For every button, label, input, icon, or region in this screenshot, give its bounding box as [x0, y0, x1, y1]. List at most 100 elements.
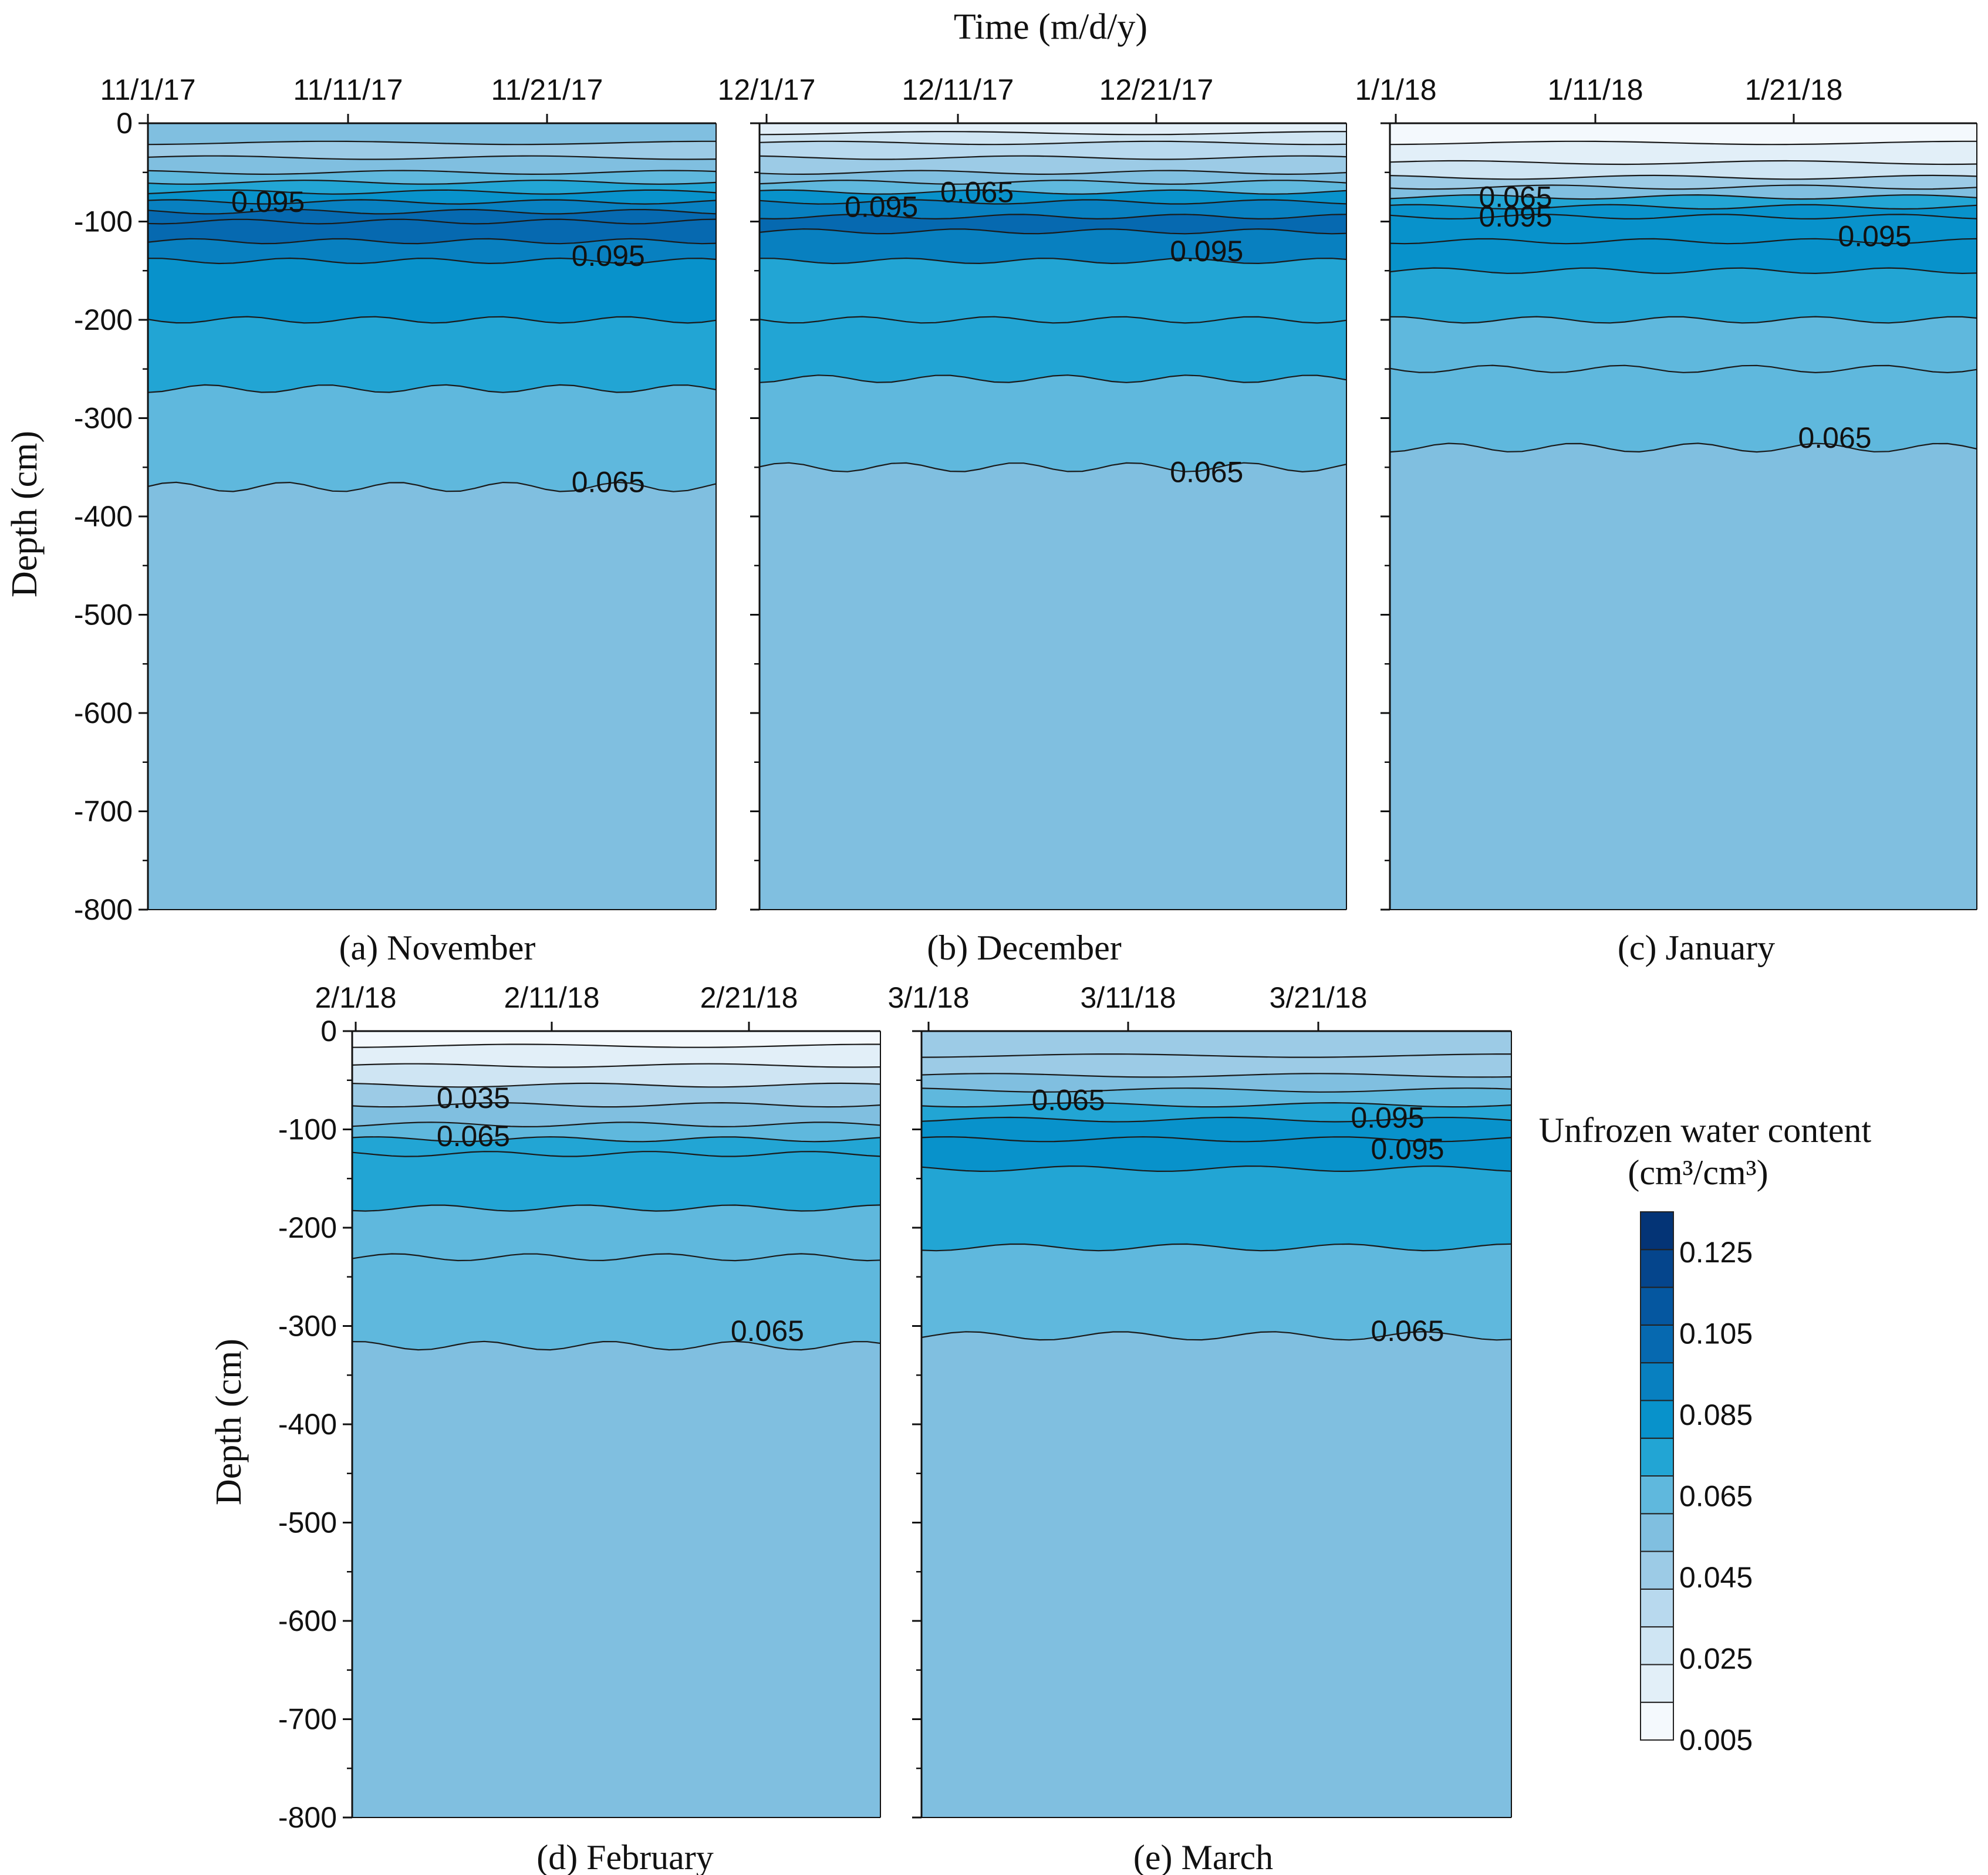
depth-axis-title-bottom: Depth (cm) — [209, 1339, 249, 1505]
y-tick-label: -600 — [278, 1604, 337, 1637]
contour-band — [922, 1073, 1511, 1092]
contour-band — [760, 316, 1346, 383]
contour-label: 0.065 — [1479, 181, 1552, 214]
colorbar-tick-label: 0.025 — [1679, 1643, 1753, 1675]
depth-axis-title-top: Depth (cm) — [5, 431, 45, 597]
contour-label: 0.065 — [572, 465, 645, 498]
x-tick-label: 12/21/17 — [1099, 73, 1214, 106]
x-tick-label: 12/1/17 — [718, 73, 816, 106]
colorbar-swatch — [1640, 1588, 1674, 1628]
y-tick-label: -300 — [74, 402, 133, 435]
contour-band — [352, 1254, 880, 1350]
contour-band — [1390, 141, 1977, 164]
contour-line — [760, 374, 1346, 383]
contour-label: 0.095 — [1838, 220, 1911, 253]
contour-line — [352, 1253, 880, 1262]
contour-band — [1390, 204, 1977, 219]
colorbar-swatch — [1640, 1437, 1674, 1477]
y-tick-label: -200 — [278, 1211, 337, 1244]
contour-band — [148, 384, 716, 492]
contour-band — [352, 1205, 880, 1261]
x-tick-label: 1/11/18 — [1547, 73, 1643, 106]
contour-band — [352, 1083, 880, 1107]
contour-label: 0.095 — [1479, 200, 1552, 233]
contour-line — [352, 1151, 880, 1157]
contour-band — [922, 1031, 1511, 1058]
panel-4: 0 -100 -200 -300 -400 -500 -600 -700 -800 2/1/18 2… — [278, 981, 881, 1875]
contour-band — [1390, 185, 1977, 200]
x-tick-label: 2/21/18 — [700, 981, 798, 1014]
contour-line — [148, 199, 716, 205]
contour-line — [922, 1116, 1511, 1123]
contour-line — [148, 180, 716, 185]
contour-band — [760, 375, 1346, 472]
x-tick-label: 3/11/18 — [1080, 981, 1176, 1014]
contour-band — [352, 1341, 880, 1817]
panel-plot-area — [760, 123, 1346, 910]
contour-line — [352, 1043, 880, 1048]
colorbar-tick-label: 0.065 — [1679, 1480, 1753, 1513]
contour-label: 0.065 — [437, 1120, 510, 1153]
colorbar-swatch — [1640, 1513, 1674, 1552]
contour-band — [760, 170, 1346, 184]
contour-line — [352, 1082, 880, 1088]
contour-line — [148, 218, 716, 225]
contour-band — [760, 462, 1346, 910]
contour-band — [148, 123, 716, 145]
contour-band — [352, 1137, 880, 1157]
contour-line — [760, 180, 1346, 185]
contour-line — [760, 228, 1346, 235]
y-tick-label: -100 — [278, 1113, 337, 1146]
contour-line — [922, 1102, 1511, 1108]
contour-line — [760, 214, 1346, 220]
contour-line — [148, 257, 716, 265]
contour-band — [760, 200, 1346, 219]
colorbar-title-line2: (cm³/cm³) — [1628, 1153, 1768, 1192]
contour-label: 0.065 — [1031, 1083, 1105, 1116]
panel-3: 1/1/18 1/11/18 1/21/180.0650.0950.0950.065… — [1355, 73, 1977, 967]
contour-line — [148, 481, 716, 492]
contour-band — [922, 1088, 1511, 1107]
contour-line — [760, 316, 1346, 324]
contour-band — [1390, 214, 1977, 244]
contour-band — [1390, 365, 1977, 452]
contour-band — [148, 210, 716, 224]
contour-line — [760, 462, 1346, 473]
contour-line — [148, 208, 716, 215]
contour-band — [1390, 316, 1977, 373]
panel-caption: (b) December — [927, 928, 1121, 967]
colorbar-swatch — [1640, 1550, 1674, 1590]
y-tick-label: -300 — [278, 1310, 337, 1343]
contour-band — [1390, 238, 1977, 273]
contour-band — [148, 258, 716, 323]
colorbar: 0.125 0.105 0.085 0.065 0.045 0.025 0.005 — [1640, 1211, 1753, 1756]
panel-caption: (e) March — [1133, 1838, 1273, 1875]
colorbar-swatch — [1640, 1211, 1674, 1251]
contour-label: 0.095 — [1371, 1133, 1444, 1165]
contour-line — [1390, 174, 1977, 180]
contour-line — [760, 140, 1346, 146]
y-tick-label: -400 — [278, 1408, 337, 1441]
contour-band — [148, 482, 716, 910]
panel-plot-area — [1390, 123, 1977, 910]
contour-line — [1390, 267, 1977, 275]
contour-band — [1390, 123, 1977, 145]
panel-caption: (a) November — [339, 928, 536, 967]
contour-line — [760, 189, 1346, 195]
contour-band — [352, 1103, 880, 1127]
y-tick-label: -600 — [74, 697, 133, 729]
contour-line — [1390, 184, 1977, 190]
y-tick-label: -800 — [278, 1801, 337, 1834]
contour-band — [148, 238, 716, 263]
colorbar-swatch — [1640, 1286, 1674, 1326]
x-tick-label: 11/11/17 — [293, 73, 403, 106]
panel-1: 0 -100 -200 -300 -400 -500 -600 -700 -800 11/1/17… — [74, 73, 717, 967]
y-tick-label: -500 — [74, 599, 133, 631]
contour-band — [1390, 268, 1977, 323]
time-axis-title: Time (m/d/y) — [954, 7, 1147, 47]
contour-band — [922, 1103, 1511, 1122]
contour-line — [922, 1165, 1511, 1173]
panel-plot-area — [352, 1031, 880, 1817]
contour-band — [352, 1063, 880, 1087]
contour-line — [1390, 194, 1977, 200]
